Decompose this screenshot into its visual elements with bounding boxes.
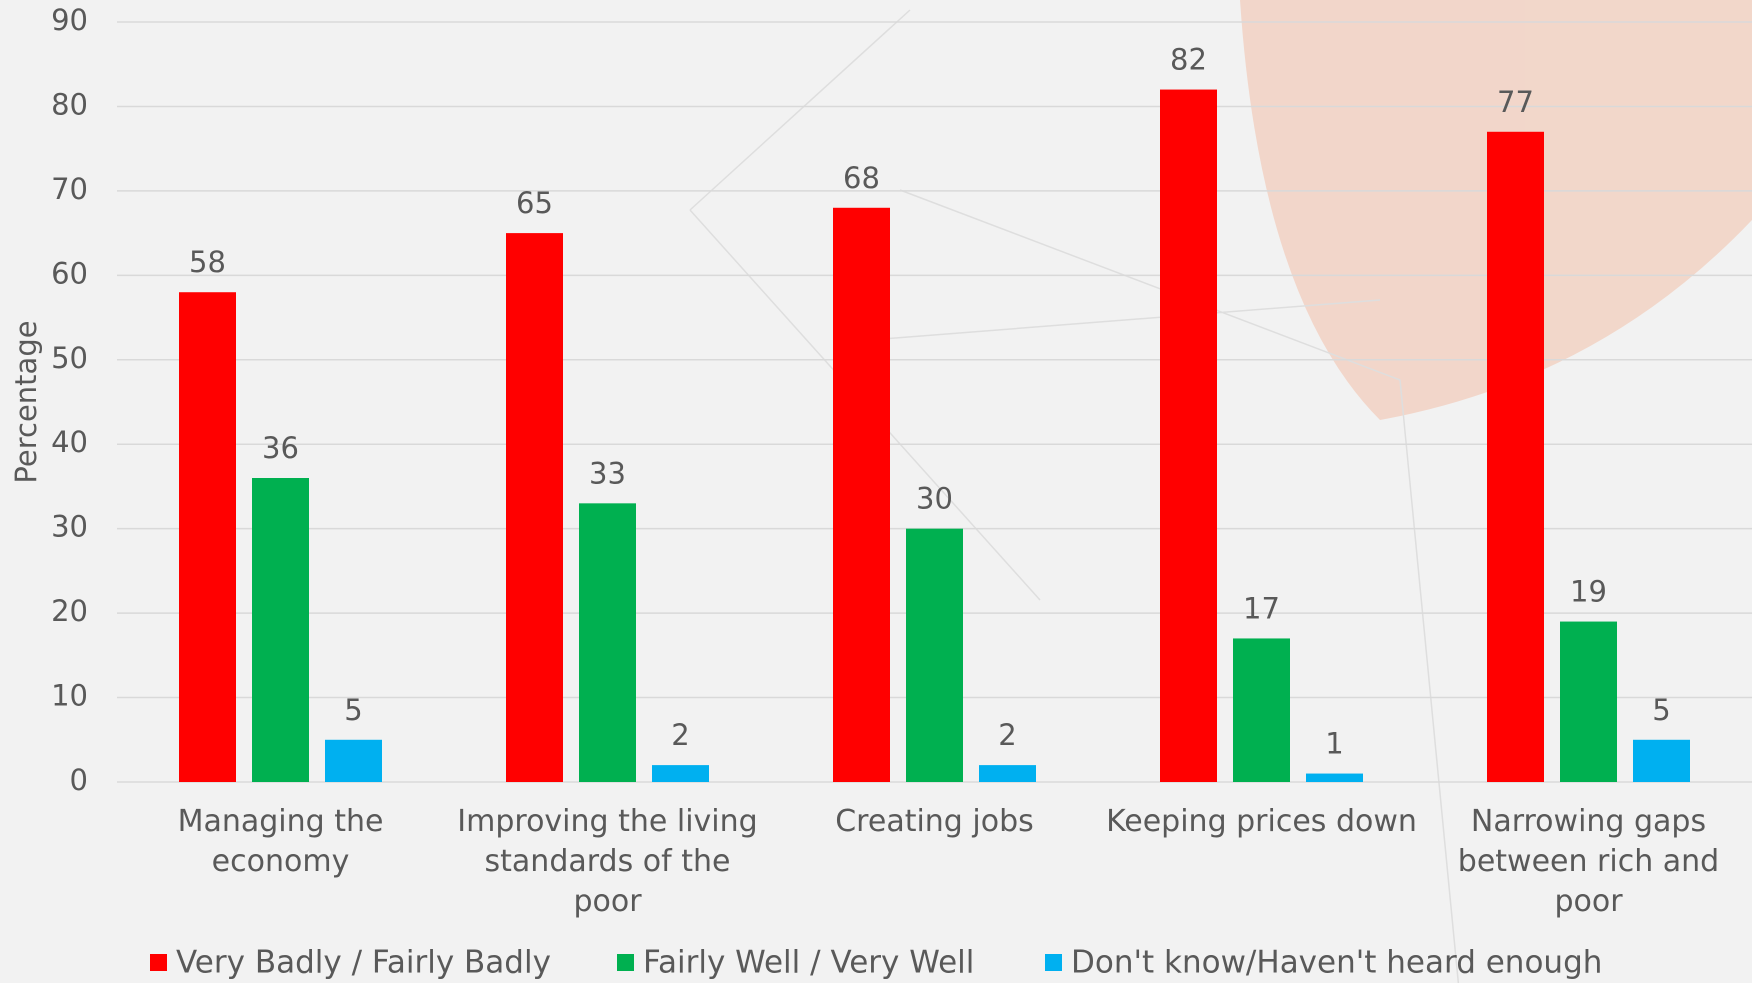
- legend-swatch: [1045, 954, 1062, 971]
- bar: [1233, 638, 1290, 782]
- legend-swatch: [617, 954, 634, 971]
- y-tick-label: 20: [51, 594, 88, 628]
- x-tick-label: Narrowing gaps between rich and poor: [1457, 804, 1720, 919]
- legend-swatch: [150, 954, 167, 971]
- bar: [325, 739, 382, 782]
- data-label: 17: [1243, 591, 1280, 625]
- data-label: 68: [843, 161, 880, 195]
- x-tick-label: Improving the living standards of the po…: [457, 804, 758, 919]
- y-axis-label: Percentage: [9, 320, 43, 483]
- data-label: 58: [189, 245, 226, 279]
- data-label: 30: [916, 482, 953, 516]
- bar: [979, 765, 1036, 782]
- bar: [1160, 89, 1217, 783]
- legend-label: Very Badly / Fairly Badly: [176, 945, 551, 981]
- bar: [179, 292, 236, 782]
- data-label: 65: [516, 186, 553, 220]
- data-label: 2: [998, 718, 1016, 752]
- data-label: 19: [1570, 575, 1607, 609]
- data-label: 5: [344, 693, 362, 727]
- legend-label: Fairly Well / Very Well: [643, 945, 974, 981]
- bar: [1560, 621, 1617, 782]
- x-tick-label: Creating jobs: [835, 804, 1034, 839]
- y-tick-label: 10: [51, 679, 88, 713]
- data-label: 1: [1325, 727, 1343, 761]
- bar: [1487, 131, 1544, 782]
- bar: [906, 528, 963, 782]
- data-label: 36: [262, 431, 299, 465]
- bar: [506, 233, 563, 783]
- data-label: 33: [589, 456, 626, 490]
- y-tick-label: 80: [51, 87, 88, 121]
- data-label: 5: [1652, 693, 1670, 727]
- legend-label: Don't know/Haven't heard enough: [1071, 945, 1602, 981]
- bar: [1306, 773, 1363, 782]
- x-tick-label: Managing the economy: [177, 804, 384, 879]
- bar: [1633, 739, 1690, 782]
- data-label: 77: [1497, 85, 1534, 119]
- bar: [652, 765, 709, 782]
- data-label: 82: [1170, 43, 1207, 77]
- x-tick-label: Keeping prices down: [1106, 804, 1417, 839]
- y-tick-label: 30: [51, 510, 88, 544]
- data-label: 2: [671, 718, 689, 752]
- y-tick-label: 0: [70, 763, 88, 797]
- bar: [579, 503, 636, 782]
- y-tick-label: 90: [51, 3, 88, 37]
- bar: [252, 478, 309, 782]
- y-tick-label: 70: [51, 172, 88, 206]
- bar: [833, 207, 890, 782]
- y-tick-label: 40: [51, 425, 88, 459]
- y-tick-label: 60: [51, 256, 88, 290]
- y-tick-label: 50: [51, 341, 88, 375]
